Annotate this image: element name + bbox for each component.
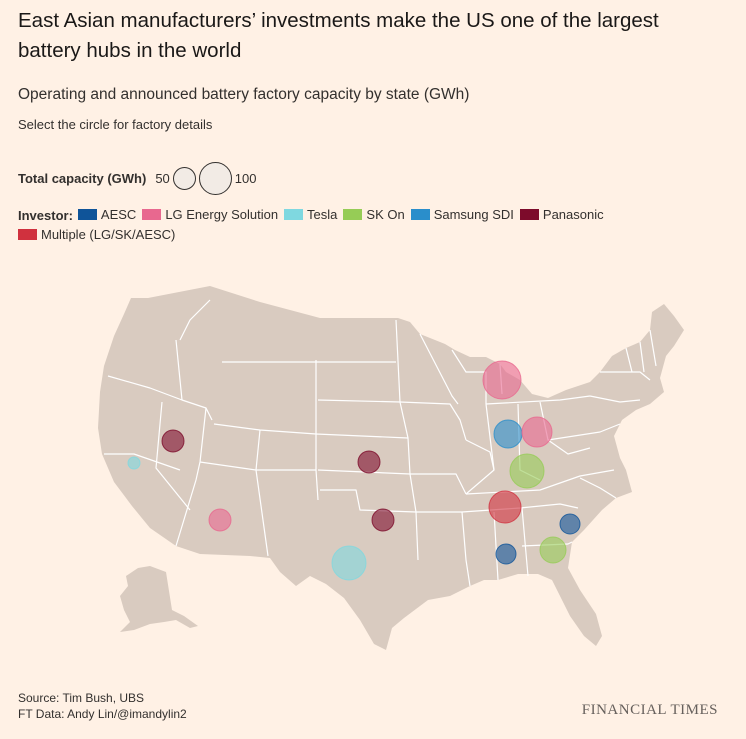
factory-circle-texas[interactable]	[331, 545, 367, 581]
factory-circle-michigan[interactable]	[482, 360, 522, 400]
factory-circle-oklahoma[interactable]	[371, 508, 395, 532]
chart-title: East Asian manufacturers’ investments ma…	[18, 9, 659, 62]
land	[98, 286, 684, 650]
legend-item-aesc: AESC	[77, 205, 137, 224]
legend-label-skon: SK On	[366, 207, 405, 222]
factory-circles[interactable]	[127, 360, 581, 581]
legend-label-multiple: Multiple (LG/SK/AESC)	[41, 227, 176, 242]
legend-item-skon: SK On	[343, 205, 405, 224]
legend-label-panasonic: Panasonic	[542, 207, 604, 222]
legend-item-multiple: Multiple (LG/SK/AESC)	[18, 225, 175, 244]
investor-legend-label: Investor:	[18, 208, 73, 223]
factory-circle-kentucky[interactable]	[509, 453, 545, 489]
legend-swatch-skon	[343, 209, 363, 220]
factory-circle-alabama[interactable]	[495, 543, 517, 565]
state-borders	[104, 299, 657, 587]
size-legend-large-circle	[198, 162, 232, 195]
legend-item-tesla: Tesla	[284, 205, 337, 224]
legend-label-aesc: AESC	[100, 207, 137, 222]
factory-circle-south-carolina[interactable]	[559, 513, 581, 535]
factory-circle-arizona[interactable]	[208, 508, 232, 532]
investor-legend: Investor: AESC LG Energy Solution Tesla SK O…	[18, 205, 738, 245]
legend-label-lg: LG Energy Solution	[165, 207, 279, 222]
legend-swatch-tesla	[284, 209, 304, 220]
factory-circle-ohio[interactable]	[521, 416, 553, 448]
source-text: Source: Tim Bush, UBS	[18, 691, 145, 705]
chart-subtitle: Operating and announced battery factory …	[18, 86, 470, 103]
credit-text: FT Data: Andy Lin/@imandylin2	[18, 707, 187, 721]
alaska-land	[120, 566, 198, 632]
factory-circle-indiana[interactable]	[493, 419, 523, 449]
size-legend-small-value: 50	[155, 171, 170, 186]
size-legend-small-circle	[172, 167, 196, 190]
ft-logo: FINANCIAL TIMES	[581, 702, 718, 718]
factory-circle-georgia[interactable]	[539, 536, 567, 564]
legend-swatch-samsung	[410, 209, 430, 220]
contiguous-us-land	[98, 286, 684, 650]
instruction-text: Select the circle for factory details	[18, 117, 213, 132]
legend-item-samsung: Samsung SDI	[410, 205, 514, 224]
source-note: Source: Tim Bush, UBS FT Data: Andy Lin/…	[18, 690, 187, 722]
legend-label-samsung: Samsung SDI	[433, 207, 514, 222]
legend-label-tesla: Tesla	[307, 207, 338, 222]
size-legend: Total capacity (GWh) 50 100	[18, 162, 260, 195]
factory-circle-kansas[interactable]	[357, 450, 381, 474]
factory-circle-nevada[interactable]	[161, 429, 185, 453]
legend-item-panasonic: Panasonic	[519, 205, 604, 224]
legend-item-lg: LG Energy Solution	[142, 205, 278, 224]
legend-swatch-lg	[142, 209, 162, 220]
size-legend-large-value: 100	[234, 171, 257, 186]
factory-circle-california[interactable]	[127, 456, 141, 470]
us-map	[98, 286, 684, 650]
legend-swatch-multiple	[18, 229, 37, 240]
size-legend-label: Total capacity (GWh)	[18, 171, 147, 186]
legend-swatch-panasonic	[519, 209, 539, 220]
legend-swatch-aesc	[77, 209, 97, 220]
factory-circle-tennessee[interactable]	[488, 490, 522, 524]
